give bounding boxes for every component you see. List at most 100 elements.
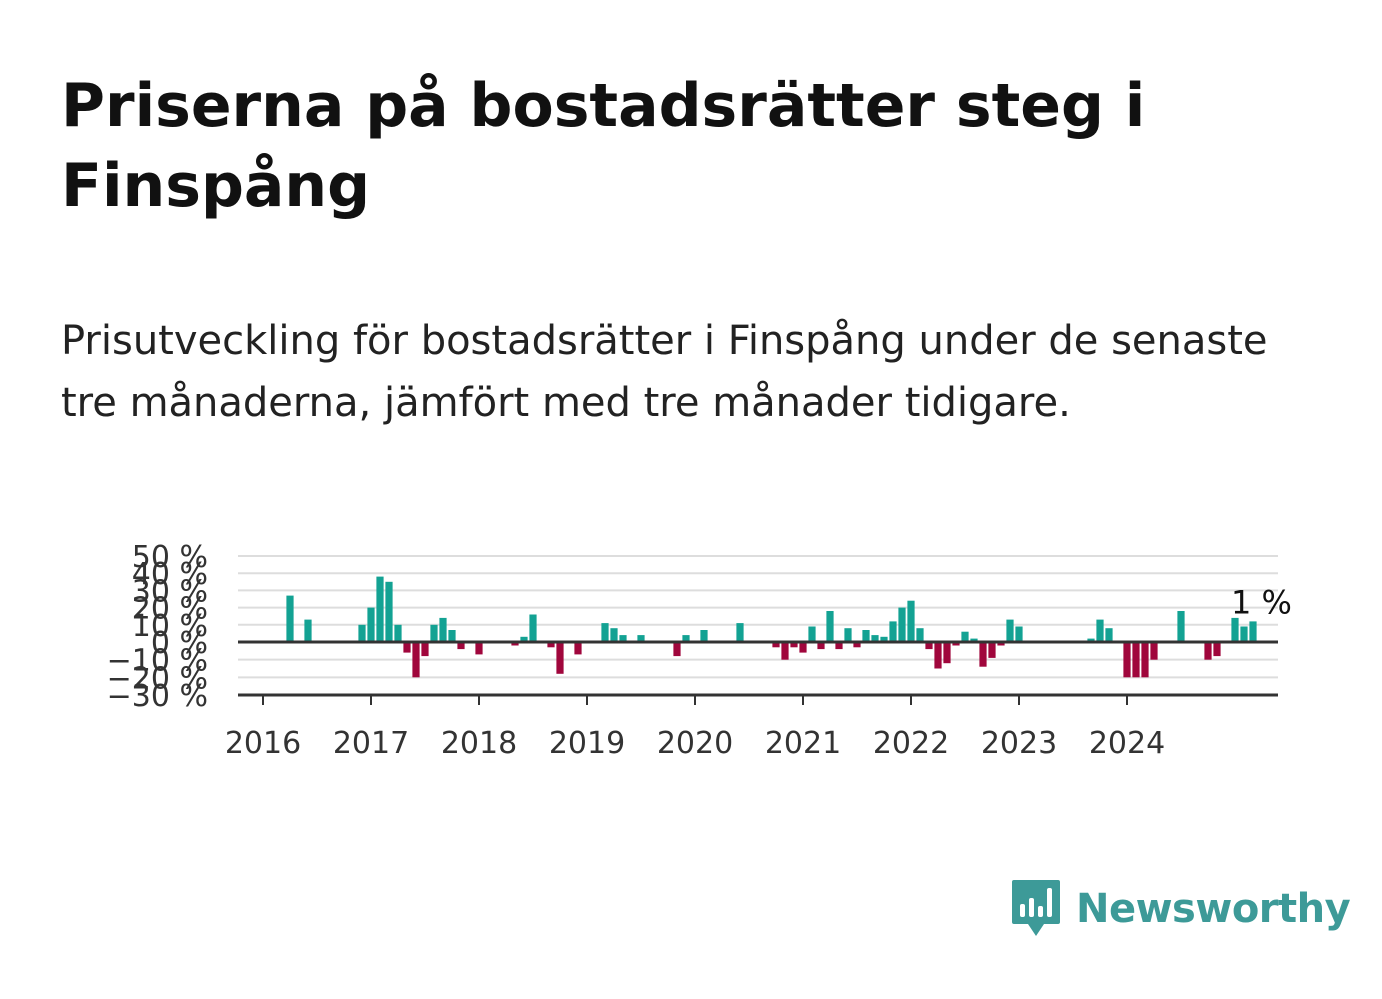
bar xyxy=(700,630,708,642)
bar xyxy=(394,624,402,642)
bar xyxy=(1006,619,1014,642)
bar xyxy=(781,642,789,660)
bar xyxy=(943,642,951,664)
bar xyxy=(682,635,690,642)
bar xyxy=(907,600,915,642)
chart-subtitle: Prisutveckling för bostadsrätter i Finsp… xyxy=(61,318,1268,426)
bar xyxy=(826,611,834,642)
bar xyxy=(520,636,528,642)
bar xyxy=(304,619,312,642)
bar xyxy=(286,595,294,642)
bar xyxy=(529,614,537,642)
bar xyxy=(988,642,996,658)
bar xyxy=(619,635,627,642)
bar xyxy=(421,642,429,657)
bar xyxy=(1249,621,1257,642)
bar xyxy=(610,628,618,642)
bar xyxy=(799,642,807,653)
y-tick-label: −20 % xyxy=(107,661,208,696)
y-tick-label: 40 % xyxy=(132,557,208,592)
x-tick-label: 2016 xyxy=(225,726,301,761)
x-tick-label: 2023 xyxy=(981,726,1057,761)
bar xyxy=(1123,642,1131,678)
bar xyxy=(790,642,798,648)
x-tick-label: 2018 xyxy=(441,726,517,761)
bar xyxy=(376,576,384,642)
bar xyxy=(970,638,978,642)
bar xyxy=(475,642,483,655)
bar xyxy=(574,642,582,655)
bar xyxy=(862,630,870,642)
bar xyxy=(880,636,888,642)
bar xyxy=(916,628,924,642)
bar xyxy=(385,581,393,642)
bar xyxy=(952,642,960,646)
bar xyxy=(358,624,366,642)
bar xyxy=(1150,642,1158,660)
y-axis-ticks: 50 %40 %30 %20 %10 %0 %−10 %−20 %−30 % xyxy=(107,540,208,714)
bar xyxy=(1213,642,1221,657)
bar xyxy=(934,642,942,669)
newsworthy-chart-bubble-icon xyxy=(1012,880,1060,936)
bar xyxy=(430,624,438,642)
bar xyxy=(1015,626,1023,642)
bar xyxy=(457,642,465,650)
bar xyxy=(1096,619,1104,642)
x-tick-label: 2022 xyxy=(873,726,949,761)
bar xyxy=(736,623,744,642)
bar xyxy=(844,628,852,642)
bar xyxy=(1204,642,1212,660)
bar xyxy=(772,642,780,648)
chart-title: Priserna på bostadsrätter steg i Finspån… xyxy=(61,71,1146,221)
bar xyxy=(997,642,1005,646)
bar xyxy=(1240,626,1248,642)
y-tick-label: 20 % xyxy=(132,592,208,627)
grid-lines xyxy=(238,555,1278,696)
brand-name: Newsworthy xyxy=(1076,886,1351,932)
bar xyxy=(925,642,933,650)
bar xyxy=(403,642,411,653)
y-tick-label: 50 % xyxy=(132,540,208,575)
axes xyxy=(238,640,1278,697)
x-tick-label: 2019 xyxy=(549,726,625,761)
bar xyxy=(412,642,420,678)
bar xyxy=(835,642,843,650)
x-tick-label: 2021 xyxy=(765,726,841,761)
bar xyxy=(871,635,879,642)
x-tick-label: 2017 xyxy=(333,726,409,761)
bar xyxy=(1177,611,1185,642)
bar xyxy=(556,642,564,674)
x-tick-label: 2020 xyxy=(657,726,733,761)
bar xyxy=(1087,638,1095,642)
y-tick-label: −10 % xyxy=(107,644,208,679)
bar xyxy=(808,626,816,642)
bar xyxy=(1231,617,1239,642)
y-tick-label: −30 % xyxy=(107,679,208,714)
bar xyxy=(979,642,987,667)
y-tick-label: 0 % xyxy=(151,626,208,661)
bar xyxy=(853,642,861,648)
bar xyxy=(898,607,906,642)
bars xyxy=(286,576,1257,678)
bar xyxy=(817,642,825,650)
bar xyxy=(1141,642,1149,678)
x-axis-ticks: 2016 2017 2018 2019 2020 2021 2022 2023 2024 xyxy=(225,695,1165,761)
bar xyxy=(448,630,456,642)
bar xyxy=(889,621,897,642)
newsworthy-logo: Newsworthy xyxy=(1010,878,1351,940)
x-tick-label: 2024 xyxy=(1089,726,1165,761)
bar xyxy=(367,607,375,642)
latest-value-label: 1 % xyxy=(1231,583,1292,621)
y-tick-label: 30 % xyxy=(132,574,208,609)
bar xyxy=(511,642,519,646)
bar xyxy=(961,631,969,642)
y-tick-label: 10 % xyxy=(132,609,208,644)
bar xyxy=(439,617,447,642)
bar xyxy=(637,635,645,642)
bar-chart: 50 %40 %30 %20 %10 %0 %−10 %−20 %−30 % 2… xyxy=(107,540,1292,761)
bar xyxy=(1132,642,1140,678)
bar xyxy=(1105,628,1113,642)
bar xyxy=(601,623,609,642)
bar xyxy=(673,642,681,657)
bar xyxy=(547,642,555,648)
